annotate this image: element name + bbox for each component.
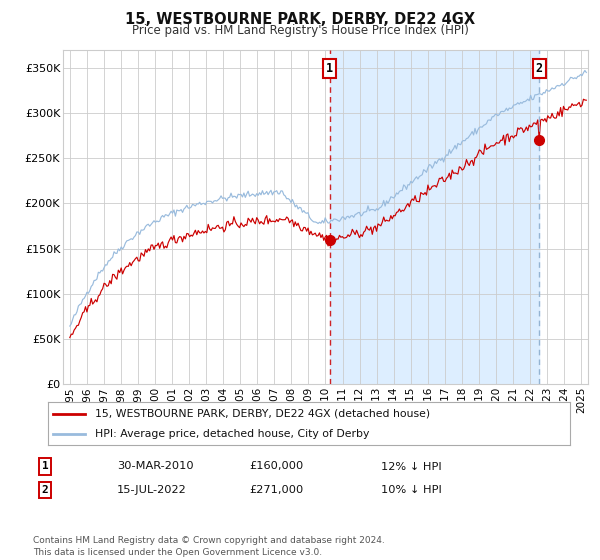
- Text: £160,000: £160,000: [249, 461, 303, 472]
- Text: 12% ↓ HPI: 12% ↓ HPI: [381, 461, 442, 472]
- Text: 15-JUL-2022: 15-JUL-2022: [117, 485, 187, 495]
- Text: 1: 1: [326, 62, 333, 75]
- Text: HPI: Average price, detached house, City of Derby: HPI: Average price, detached house, City…: [95, 430, 370, 439]
- Text: 15, WESTBOURNE PARK, DERBY, DE22 4GX (detached house): 15, WESTBOURNE PARK, DERBY, DE22 4GX (de…: [95, 409, 430, 419]
- Text: Contains HM Land Registry data © Crown copyright and database right 2024.
This d: Contains HM Land Registry data © Crown c…: [33, 536, 385, 557]
- Text: 2: 2: [41, 485, 49, 495]
- Text: 30-MAR-2010: 30-MAR-2010: [117, 461, 194, 472]
- Text: 10% ↓ HPI: 10% ↓ HPI: [381, 485, 442, 495]
- Text: Price paid vs. HM Land Registry's House Price Index (HPI): Price paid vs. HM Land Registry's House …: [131, 24, 469, 36]
- Text: 2: 2: [536, 62, 543, 75]
- Text: £271,000: £271,000: [249, 485, 303, 495]
- Bar: [329, 50, 539, 384]
- Text: 15, WESTBOURNE PARK, DERBY, DE22 4GX: 15, WESTBOURNE PARK, DERBY, DE22 4GX: [125, 12, 475, 27]
- Text: 1: 1: [41, 461, 49, 472]
